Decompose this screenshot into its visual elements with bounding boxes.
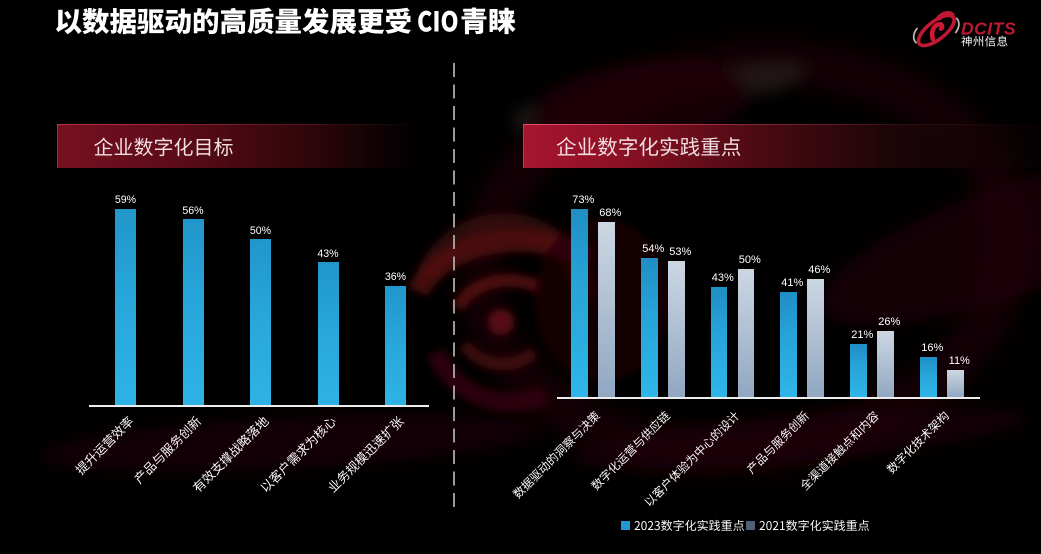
svg-text:DCITS: DCITS [961,19,1016,39]
